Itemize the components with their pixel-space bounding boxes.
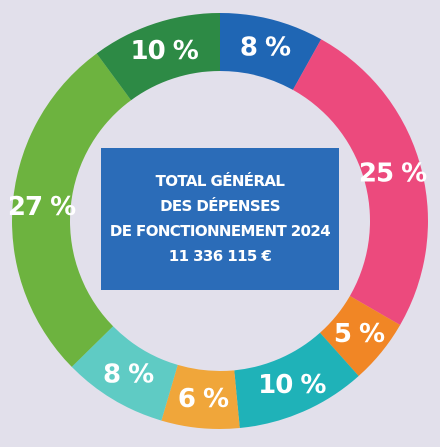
slice-label-3: 5 % <box>334 319 385 349</box>
donut-slice-2 <box>292 39 428 326</box>
slice-label-1: 8 % <box>240 33 291 63</box>
donut-slice-3 <box>320 296 401 377</box>
center-title-line-1: TOTAL GÉNÉRAL <box>155 172 285 190</box>
center-total-box: TOTAL GÉNÉRAL DES DÉPENSES DE FONCTIONNE… <box>101 148 339 290</box>
slice-label-6: 8 % <box>103 360 154 390</box>
donut-slice-6 <box>71 326 178 421</box>
donut-slice-7 <box>11 53 132 367</box>
slice-label-5: 6 % <box>178 384 229 414</box>
slice-label-8: 10 % <box>130 36 198 66</box>
donut-slice-1 <box>220 13 322 90</box>
center-total-amount: 11 336 115 € <box>168 247 272 265</box>
donut-slice-8 <box>96 13 220 101</box>
slice-label-7: 27 % <box>8 192 76 222</box>
slice-label-2: 25 % <box>359 158 427 188</box>
center-title-line-2: DES DÉPENSES <box>160 197 280 215</box>
slice-label-4: 10 % <box>258 370 326 400</box>
donut-slice-4 <box>234 332 359 429</box>
center-title-line-3: DE FONCTIONNEMENT 2024 <box>109 222 331 240</box>
donut-slice-5 <box>161 364 240 429</box>
